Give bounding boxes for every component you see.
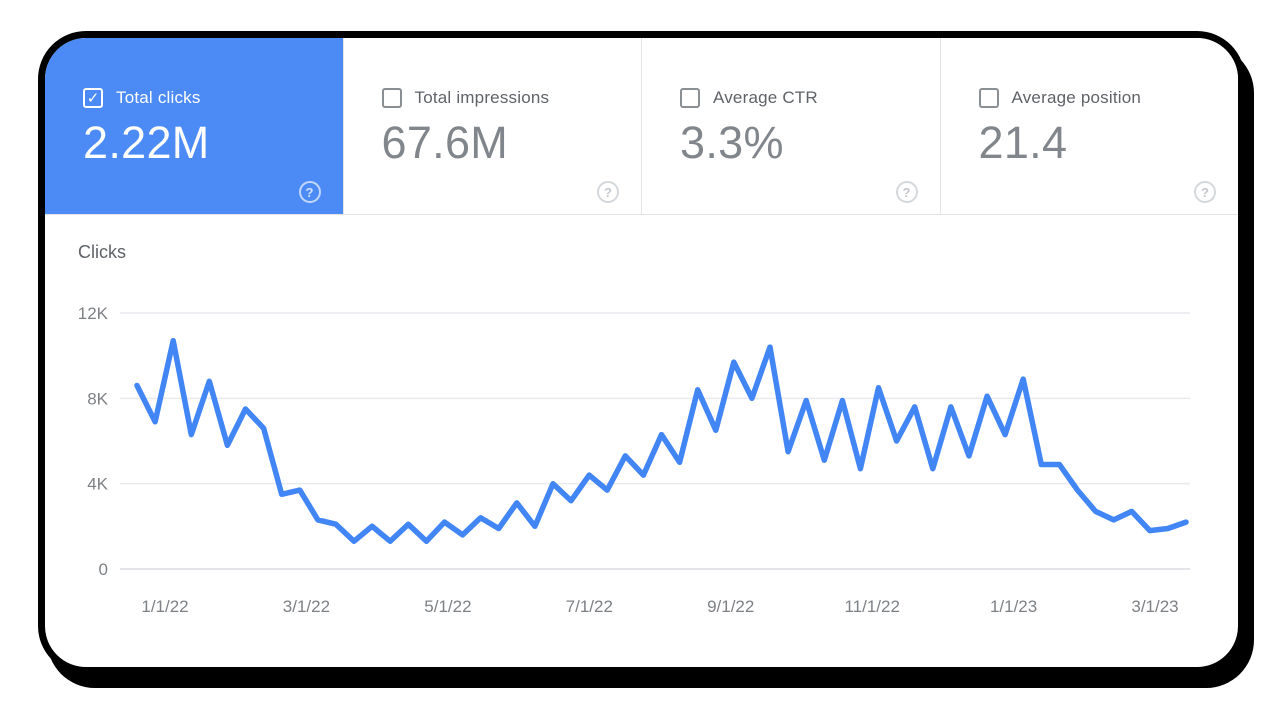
svg-text:3/1/22: 3/1/22	[283, 597, 330, 616]
svg-text:5/1/22: 5/1/22	[424, 597, 471, 616]
svg-text:4K: 4K	[87, 475, 108, 494]
metric-value: 21.4	[978, 117, 1068, 168]
unchecked-checkbox-icon[interactable]	[381, 88, 402, 108]
metric-head: ✓ Total clicks	[83, 88, 343, 108]
metric-card-average-position[interactable]: Average position 21.4 ?	[939, 38, 1239, 214]
metric-label: Total clicks	[116, 88, 201, 107]
svg-text:3/1/23: 3/1/23	[1131, 597, 1178, 616]
unchecked-checkbox-icon[interactable]	[978, 88, 999, 108]
metric-label: Average CTR	[713, 88, 818, 107]
metric-card-total-clicks[interactable]: ✓ Total clicks 2.22M ?	[45, 38, 343, 214]
svg-text:11/1/22: 11/1/22	[844, 597, 899, 616]
clicks-line-chart[interactable]: 12K 8K 4K 0 1/1/22 3/1/22 5/1/22 7/1/22 9/1/22 11…	[45, 215, 1238, 667]
metric-value: 2.22M	[83, 117, 210, 168]
svg-text:1/1/22: 1/1/22	[141, 597, 188, 616]
svg-text:7/1/22: 7/1/22	[566, 597, 613, 616]
metric-head: Average CTR	[680, 88, 940, 108]
metric-label: Total impressions	[414, 88, 550, 107]
metric-label: Average position	[1011, 88, 1142, 107]
metric-head: Average position	[978, 88, 1239, 108]
chart-y-axis-title: Clicks	[78, 242, 126, 262]
metric-card-total-impressions[interactable]: Total impressions 67.6M ?	[342, 38, 642, 214]
metric-head: Total impressions	[381, 88, 642, 108]
unchecked-checkbox-icon[interactable]	[680, 88, 700, 108]
metric-card-average-ctr[interactable]: Average CTR 3.3% ?	[641, 38, 940, 214]
help-icon[interactable]: ?	[895, 181, 918, 203]
svg-text:0: 0	[99, 560, 108, 579]
svg-text:1/1/23: 1/1/23	[990, 597, 1037, 616]
clicks-chart-area: Clicks 12K 8K 4K 0 1/1/22 3/1/22 5/1/22 7/1/22 9…	[45, 215, 1238, 667]
metrics-row: ✓ Total clicks 2.22M ? Total impressions…	[45, 38, 1238, 215]
svg-text:9/1/22: 9/1/22	[707, 597, 754, 616]
performance-report-card: ✓ Total clicks 2.22M ? Total impressions…	[38, 31, 1245, 674]
help-icon[interactable]: ?	[597, 181, 619, 203]
checked-checkbox-icon[interactable]: ✓	[83, 88, 103, 108]
svg-text:8K: 8K	[87, 389, 108, 408]
help-icon[interactable]: ?	[298, 181, 321, 203]
metric-value: 3.3%	[680, 117, 784, 168]
help-icon[interactable]: ?	[1194, 181, 1216, 203]
svg-text:12K: 12K	[78, 304, 109, 323]
metric-value: 67.6M	[381, 117, 509, 168]
